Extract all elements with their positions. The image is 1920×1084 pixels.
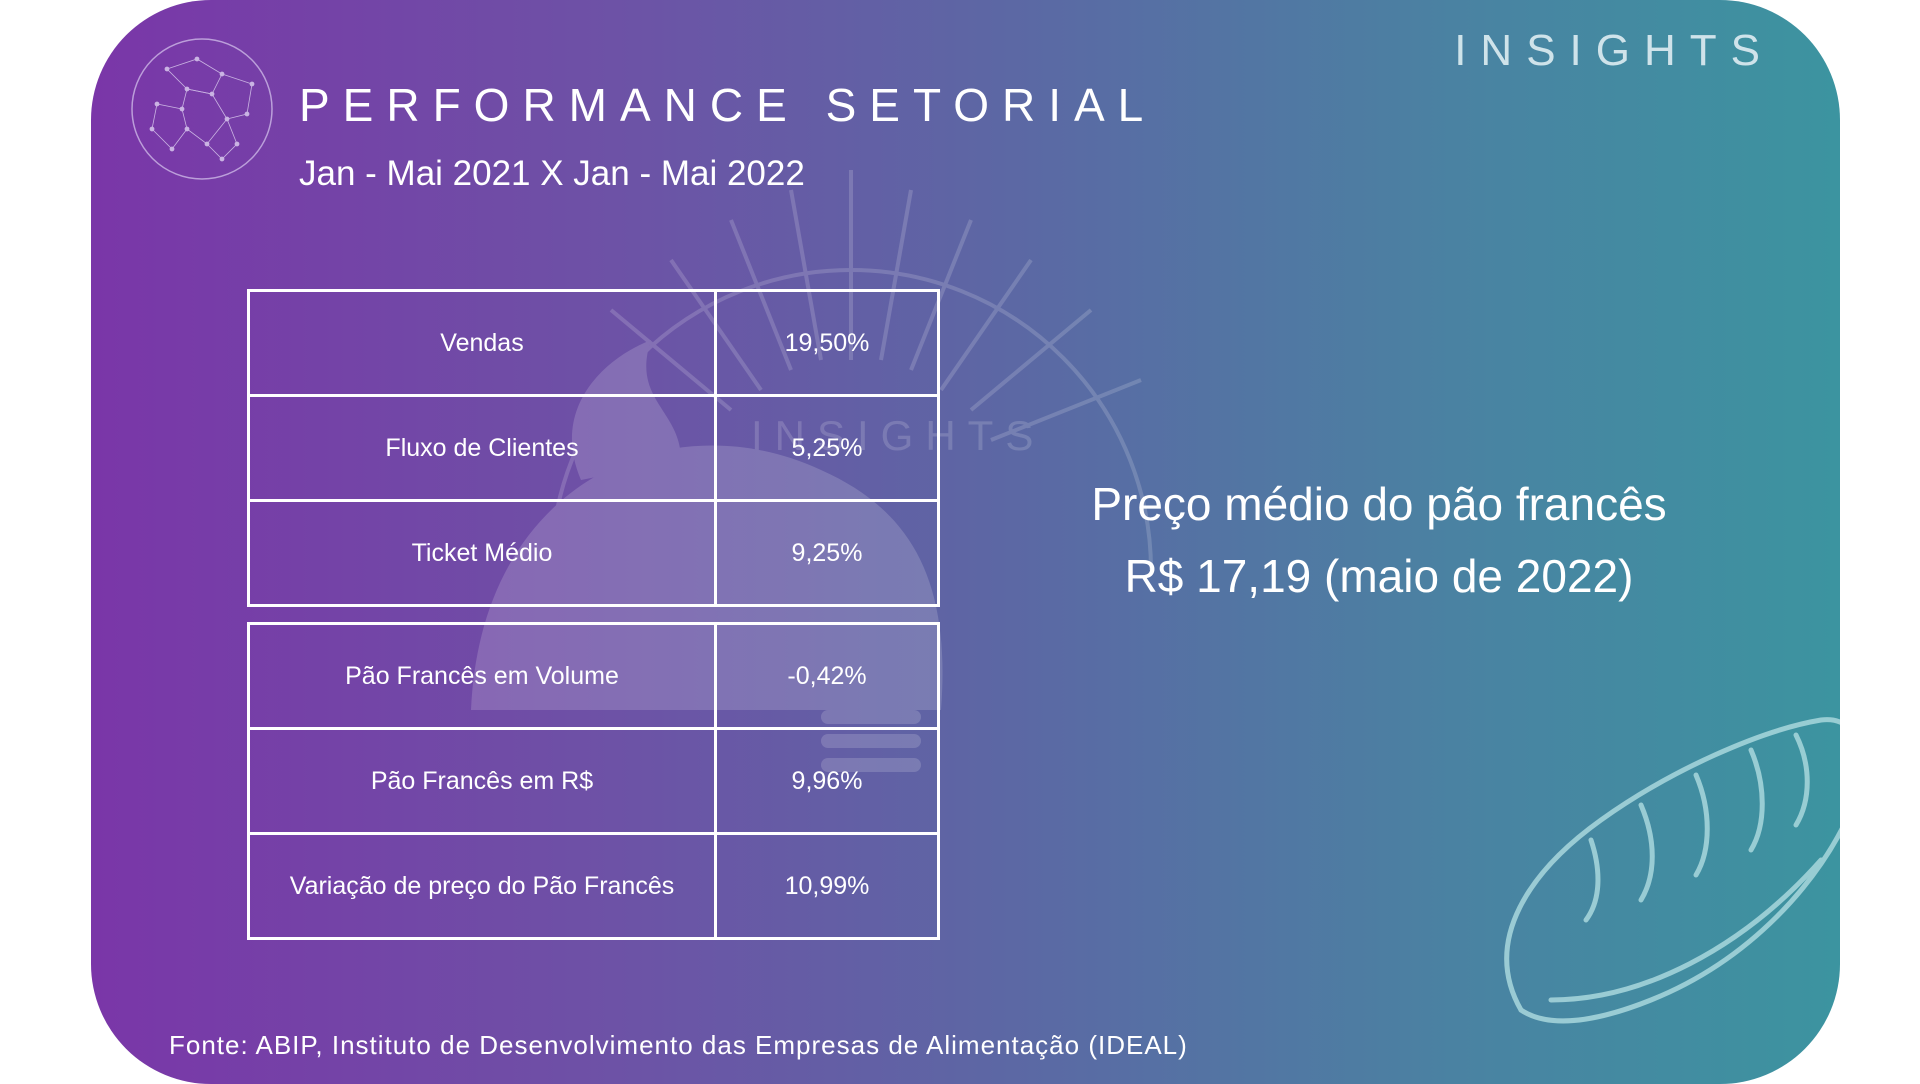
bread-metrics-table: Pão Francês em Volume -0,42% Pão Francês… (247, 622, 940, 940)
metric-label: Variação de preço do Pão Francês (247, 832, 717, 940)
metric-label: Pão Francês em Volume (247, 622, 717, 730)
page-subtitle: Jan - Mai 2021 X Jan - Mai 2022 (299, 154, 805, 193)
table-row: Variação de preço do Pão Francês 10,99% (247, 832, 940, 940)
table-row: Vendas 19,50% (247, 289, 940, 397)
metric-label: Ticket Médio (247, 499, 717, 607)
brand-badge: INSIGHTS (1454, 26, 1774, 75)
insight-card: INSIGHTS (91, 0, 1840, 1084)
table-row: Pão Francês em Volume -0,42% (247, 622, 940, 730)
metric-value: 19,50% (714, 289, 940, 397)
metric-value: 10,99% (714, 832, 940, 940)
table-row: Pão Francês em R$ 9,96% (247, 727, 940, 835)
highlight-line-2: R$ 17,19 (maio de 2022) (1124, 550, 1634, 602)
globe-network-icon (131, 38, 273, 180)
metric-label: Fluxo de Clientes (247, 394, 717, 502)
metric-label: Pão Francês em R$ (247, 727, 717, 835)
source-note: Fonte: ABIP, Instituto de Desenvolviment… (169, 1030, 1188, 1060)
table-row: Ticket Médio 9,25% (247, 499, 940, 607)
bread-loaf-icon (1504, 717, 1840, 1024)
table-row: Fluxo de Clientes 5,25% (247, 394, 940, 502)
highlight-line-1: Preço médio do pão francês (1091, 478, 1667, 530)
metric-value: 9,25% (714, 499, 940, 607)
metric-value: 5,25% (714, 394, 940, 502)
metric-label: Vendas (247, 289, 717, 397)
average-price-highlight: Preço médio do pão francês R$ 17,19 (mai… (1049, 468, 1709, 612)
metric-value: -0,42% (714, 622, 940, 730)
page-title: PERFORMANCE SETORIAL (299, 79, 1157, 131)
general-metrics-table: Vendas 19,50% Fluxo de Clientes 5,25% Ti… (247, 289, 940, 607)
metric-value: 9,96% (714, 727, 940, 835)
